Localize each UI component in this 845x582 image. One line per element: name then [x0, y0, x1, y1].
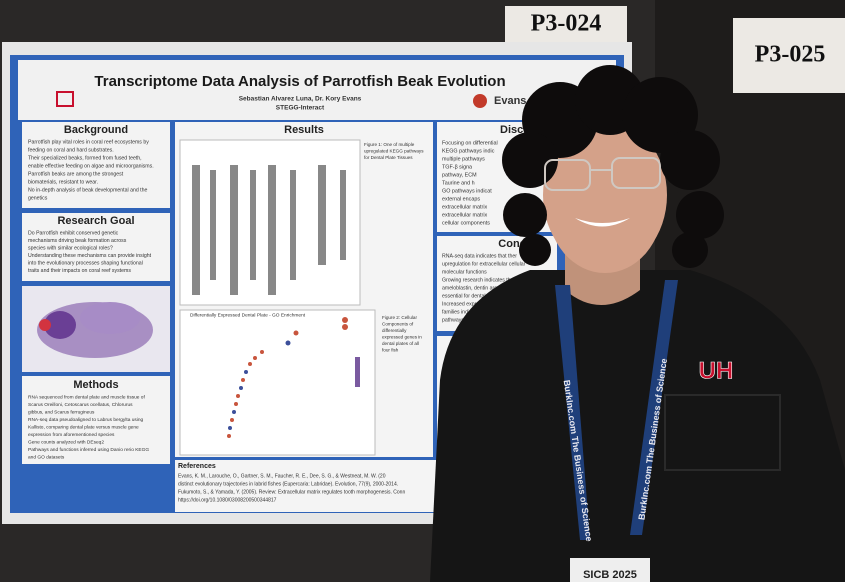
poster-text: families indicate [442, 309, 479, 315]
poster-text: feeding on coral and hard substrates. [28, 147, 114, 153]
poster-text: species with similar ecological roles? [28, 245, 113, 251]
color-legend [355, 357, 360, 387]
poster-text: distinct evolutionary trajectories in la… [178, 481, 398, 487]
poster-text: RNA-seq data pseudoaligned to Labrus ber… [28, 417, 144, 423]
poster-text: Parrotfish beaks are among the strongest [28, 171, 124, 177]
glasses [544, 157, 661, 191]
poster-text: essential for dental developm [442, 293, 509, 299]
poster-text: GO pathways indicat [442, 188, 492, 194]
poster-text: extracellular matrix [442, 204, 488, 210]
poster-text: upregulated KEGG pathways [364, 149, 424, 154]
section-heading: Discu [500, 124, 530, 136]
poster-text: TGF-β signa [442, 164, 472, 170]
poster-text: RNA sequenced from dental plate and musc… [28, 394, 145, 400]
poster-text: Their specialized beaks, formed from fus… [28, 155, 142, 161]
poster-text: molecular functions [442, 269, 487, 275]
poster-title: Transcriptome Data Analysis of Parrotfis… [94, 73, 505, 90]
smile [575, 218, 630, 227]
sign-label: P3-025 [755, 42, 826, 68]
sign-label: P3-024 [531, 11, 602, 37]
poster-text: external encaps [442, 196, 480, 202]
sign [733, 18, 845, 93]
section-heading: Results [284, 124, 324, 136]
poster-text: Understanding these mechanisms can provi… [28, 253, 152, 259]
lanyard [630, 280, 678, 535]
poster-text: for Dental Plate Tissues [364, 155, 413, 160]
shirt-logo: UH [699, 357, 734, 384]
poster-text: ameloblastin, dentin are all ECM [442, 285, 517, 291]
poster-text: Figure 1: One of multiple [364, 142, 415, 147]
panel [22, 376, 170, 464]
panel [22, 213, 170, 281]
poster-text: Fukumoto, S., & Yamada, Y. (2005). Revie… [178, 489, 405, 495]
poster-text: Gene counts analyzed with DEseq2 [28, 439, 104, 445]
poster-text: mechanisms driving beak formation across [28, 238, 127, 244]
poster-text: Parrotfish play vital roles in coral ree… [28, 139, 149, 145]
poster-text: dental plates of all [382, 341, 419, 346]
poster-text: and GO datasets [28, 454, 65, 460]
poster-text: pathways [442, 317, 464, 323]
hair [502, 65, 724, 268]
skull-image [37, 302, 153, 358]
poster-text: Growing research indicates that lamin [442, 277, 529, 283]
panel [22, 122, 170, 208]
badge-text: SICB 2025 [583, 569, 637, 581]
poster-text: KEGG pathways indic [442, 148, 495, 154]
sign [505, 6, 627, 42]
poster-text: upregulation for extracellular cellular [442, 261, 526, 267]
pocket [664, 394, 781, 471]
poster-text: Kallisto, comparing dental plate versus … [28, 424, 139, 430]
poster-text: Do Parrotfish exhibit conserved genetic [28, 230, 119, 236]
poster-text: No in-depth analysis of beak development… [28, 187, 148, 193]
section-heading: Research Goal [57, 215, 134, 227]
poster-text: biomaterials, resistant to wear. [28, 179, 98, 185]
go-dots [227, 317, 348, 438]
poster-text: extracellular matrix [442, 212, 488, 218]
poster-text: Scarus Oreilloni, Cetoscarus ocellatus, … [28, 402, 133, 408]
poster-header [18, 60, 616, 120]
logo [56, 91, 74, 107]
poster-text: cellular components [442, 220, 490, 226]
poster-text: Components of [382, 322, 414, 327]
poster-text: https://doi.org/10.1080/0300820050034481… [178, 497, 277, 503]
poster-authors: Sebastian Alvarez Luna, Dr. Kory Evans [239, 96, 362, 103]
poster-text: multiple pathways [442, 156, 485, 162]
poster-text: differentially [382, 328, 407, 333]
kegg-diagram [192, 165, 346, 295]
poster-text: enable effective feeding on algae and mi… [28, 163, 154, 169]
shirt [430, 270, 845, 582]
poster-text: traits and their impacts on coral reef s… [28, 268, 131, 274]
logo [473, 94, 487, 108]
chart-title: Differentially Expressed Dental Plate - … [190, 312, 306, 318]
poster-text: into the evolutionary processes shaping … [28, 260, 143, 266]
poster-text: Evans, K. M., Larouche, O., Gartner, S. … [178, 473, 386, 479]
section-heading: Methods [73, 379, 118, 391]
section-heading: Background [64, 124, 128, 136]
lanyard [555, 285, 590, 540]
poster-text: Taurine and h [442, 180, 475, 186]
poster-text: Focusing on differential [442, 140, 498, 146]
poster-program: STEGG-Interact [276, 105, 325, 112]
person: BurkInc.com The Business of Science Burk… [430, 65, 845, 582]
poster-text: genetics [28, 195, 48, 201]
poster-text: four fish [382, 348, 399, 353]
poster-text: Increased expression of [442, 301, 498, 307]
poster-text: expression from aforementioned species [28, 432, 115, 438]
badge [570, 558, 650, 582]
poster-text: expressed genes in [382, 335, 422, 340]
go-figure [179, 309, 376, 456]
poster-text: Figure 2: Cellular [382, 315, 417, 320]
poster-text: Pathways and functions inferred using Da… [28, 447, 149, 453]
poster-text: RNA-seq data indicates that ther [442, 253, 517, 259]
poster-text: pathway, ECM [442, 172, 477, 178]
panel [175, 460, 475, 512]
poster-text: gibbus, and Scarus ferrugineus [28, 409, 95, 415]
section-heading: References [178, 463, 216, 470]
